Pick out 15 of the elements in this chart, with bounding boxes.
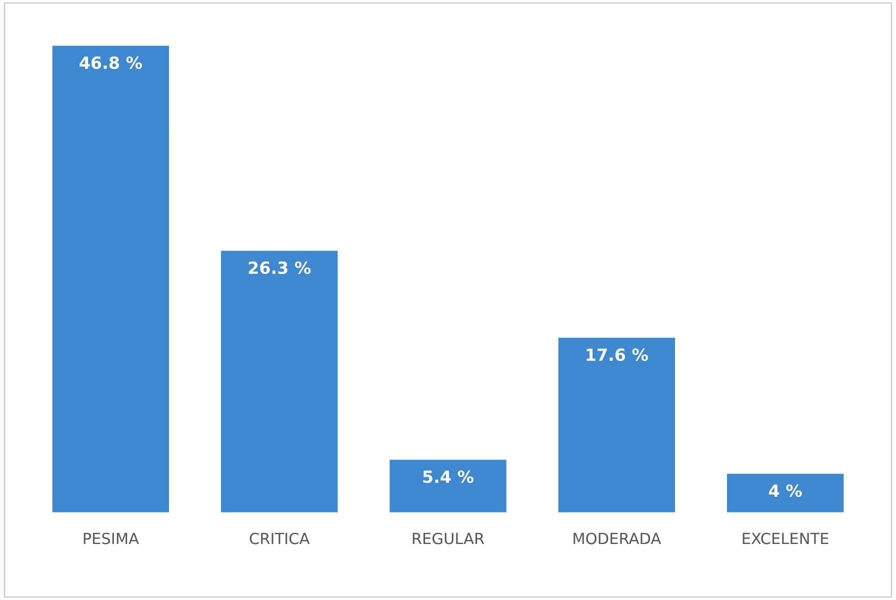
- data-label: 46.8 %: [80, 56, 142, 70]
- x-tick-label: MODERADA: [574, 532, 662, 544]
- data-label: 5.4 %: [423, 470, 474, 484]
- x-tick-label: REGULAR: [412, 532, 484, 544]
- bar: [50, 45, 170, 513]
- x-tick-label: EXCELENTE: [742, 532, 828, 544]
- bar: [220, 249, 340, 513]
- data-label: 4 %: [769, 484, 802, 498]
- data-label: 17.6 %: [586, 348, 648, 362]
- bar: [388, 458, 508, 513]
- bar: [726, 472, 846, 513]
- x-tick-label: PESIMA: [84, 532, 139, 544]
- x-tick-label: CRITICA: [250, 532, 310, 544]
- data-label: 26.3 %: [248, 261, 311, 274]
- bar: [556, 336, 676, 513]
